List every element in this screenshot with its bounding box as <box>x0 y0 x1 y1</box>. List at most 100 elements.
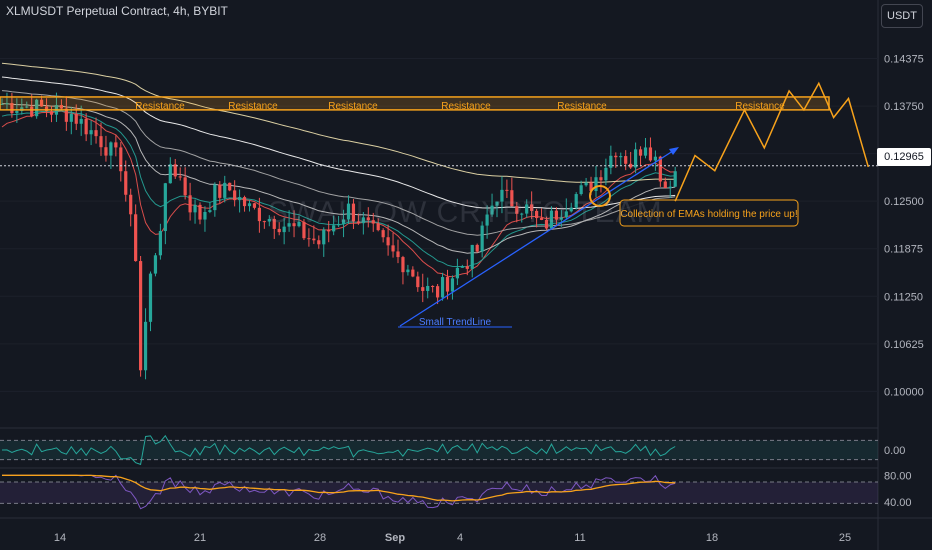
candle-body <box>599 177 603 181</box>
candle-body <box>0 104 4 106</box>
candle-body <box>569 207 573 212</box>
ema-line <box>1 110 676 268</box>
candle-body <box>619 156 623 158</box>
candle-body <box>74 113 78 124</box>
x-tick-label: 21 <box>194 532 206 544</box>
candle-body <box>79 118 83 124</box>
y-tick-label: 0.12500 <box>884 196 924 208</box>
candle-body <box>346 203 351 220</box>
x-tick-label: 14 <box>54 532 66 544</box>
candle-body <box>5 103 9 105</box>
candle-body <box>317 240 321 245</box>
candle-body <box>238 197 242 201</box>
candle-body <box>267 218 271 222</box>
candle-body <box>376 223 380 231</box>
candle-body <box>653 156 657 161</box>
ema-line <box>2 103 676 254</box>
candle-body <box>539 218 544 220</box>
candle-body <box>30 106 34 117</box>
candle-body <box>431 285 435 287</box>
candle-body <box>332 225 336 232</box>
candle-body <box>337 223 341 226</box>
candle-body <box>668 186 672 189</box>
candle-body <box>629 163 633 168</box>
candle-body <box>173 164 177 177</box>
candle-body <box>40 99 44 107</box>
candle-body <box>638 149 643 156</box>
candle-body <box>416 276 420 288</box>
x-tick-label: 25 <box>839 532 851 544</box>
resistance-label: Resistance <box>135 101 185 112</box>
projection-path <box>674 81 870 202</box>
candle-body <box>94 130 98 137</box>
trendline-label: Small TrendLine <box>419 317 492 328</box>
candle-body <box>282 226 286 233</box>
resistance-zone <box>0 96 830 111</box>
candle-body <box>663 181 667 189</box>
candle-body <box>163 183 167 232</box>
candle-body <box>351 203 356 222</box>
candle-body <box>510 190 514 207</box>
candle-body <box>168 164 172 184</box>
candle-body <box>129 194 133 215</box>
candle-body <box>465 266 469 269</box>
candle-body <box>233 190 237 201</box>
candle-body <box>673 171 677 187</box>
candle-body <box>297 221 301 227</box>
candle-body <box>307 238 311 240</box>
candle-body <box>327 229 331 232</box>
candle-body <box>361 217 365 224</box>
candle-body <box>604 167 608 181</box>
trendline <box>399 148 677 327</box>
candle-body <box>124 171 128 195</box>
candle-body <box>609 155 613 168</box>
candle-body <box>455 267 459 279</box>
candle-body <box>158 231 162 256</box>
y-tick-label: 0.10625 <box>884 339 924 351</box>
candle-body <box>242 197 247 207</box>
y-tick-label: 0.11250 <box>884 291 923 303</box>
candle-body <box>356 221 360 224</box>
ema-line <box>1 76 676 210</box>
candle-body <box>554 210 558 220</box>
x-tick-label: Sep <box>385 532 405 544</box>
candle-body <box>658 156 662 182</box>
candle-body <box>436 286 440 298</box>
candle-body <box>44 106 49 112</box>
candle-body <box>134 214 138 262</box>
candle-body <box>109 142 113 156</box>
candle-body <box>544 219 549 229</box>
currency-button[interactable]: USDT <box>881 4 923 28</box>
candle-body <box>59 105 63 109</box>
candle-body <box>84 118 88 135</box>
candle-body <box>208 210 212 212</box>
candle-body <box>381 230 385 238</box>
chart-title: XLMUSDT Perpetual Contract, 4h, BYBIT <box>6 4 228 18</box>
candle-body <box>15 110 19 114</box>
ema-highlight-circle <box>589 185 611 207</box>
candle-body <box>153 255 158 274</box>
candle-body <box>490 205 494 215</box>
candle-body <box>579 185 583 195</box>
candle-body <box>257 207 261 222</box>
candle-body <box>119 147 123 172</box>
candle-body <box>643 147 648 156</box>
candle-body <box>450 278 455 292</box>
candle-body <box>148 273 153 322</box>
candle-body <box>198 204 202 220</box>
candle-body <box>386 237 390 246</box>
candle-body <box>426 285 430 291</box>
candle-body <box>371 220 375 224</box>
candle-body <box>193 204 197 213</box>
ema-line <box>1 62 676 183</box>
resistance-label: Resistance <box>328 101 378 112</box>
candle-body <box>203 211 207 220</box>
candle-body <box>525 204 529 214</box>
candle-body <box>322 229 326 245</box>
x-tick-label: 28 <box>314 532 326 544</box>
candle-body <box>460 266 464 268</box>
oscillator-tick-label: 0.00 <box>884 445 905 457</box>
candle-body <box>223 182 227 198</box>
